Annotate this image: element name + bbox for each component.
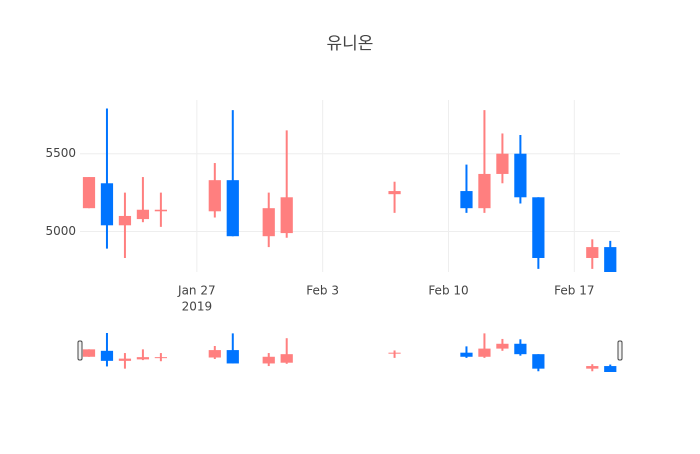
slider-body: [100, 350, 114, 361]
body: [136, 209, 150, 220]
body: [496, 153, 509, 174]
slider-body: [460, 352, 473, 357]
chart-title: 유니온: [327, 34, 374, 54]
body: [82, 177, 96, 209]
body: [154, 209, 167, 212]
x-tick-label: Feb 3: [306, 284, 339, 298]
slider-body: [532, 354, 545, 369]
x-tick-sublabel: 2019: [182, 300, 213, 314]
slider-body: [496, 343, 509, 349]
body: [118, 215, 132, 226]
body: [514, 153, 527, 198]
slider-body: [154, 357, 167, 359]
body: [478, 173, 491, 209]
slider-body: [388, 352, 401, 354]
body: [262, 208, 275, 237]
slider-body: [514, 343, 527, 355]
body: [280, 197, 293, 234]
body: [586, 247, 599, 258]
body: [208, 180, 221, 212]
slider-body: [118, 358, 132, 361]
body: [532, 197, 545, 258]
body: [226, 180, 239, 237]
y-tick-label: 5500: [45, 146, 76, 160]
slider-handle-right[interactable]: [617, 340, 623, 361]
slider-body: [136, 357, 150, 360]
x-tick-label: Feb 17: [554, 284, 594, 298]
slider-body: [226, 350, 239, 364]
slider-body: [604, 366, 617, 372]
slider-handle-left[interactable]: [77, 340, 83, 361]
body: [100, 183, 114, 226]
body: [604, 247, 617, 272]
slider-body: [586, 366, 599, 369]
y-tick-label: 5000: [45, 224, 76, 238]
x-tick-label: Jan 27: [177, 284, 216, 298]
slider-body: [208, 350, 221, 358]
slider-body: [478, 348, 491, 357]
slider-body: [82, 349, 96, 357]
slider-body: [280, 354, 293, 363]
body: [460, 191, 473, 209]
x-tick-label: Feb 10: [428, 284, 468, 298]
slider-body: [262, 356, 275, 364]
body: [388, 191, 401, 195]
